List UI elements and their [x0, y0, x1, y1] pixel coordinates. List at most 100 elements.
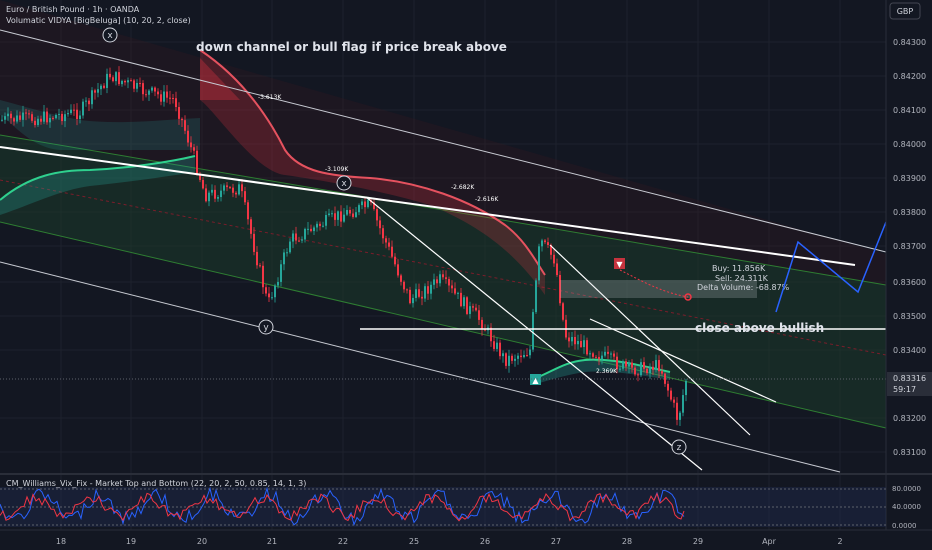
- candle-body: [109, 73, 111, 78]
- candle-body: [79, 115, 81, 120]
- wedge-line-1[interactable]: [365, 196, 703, 471]
- candle-body: [220, 190, 222, 198]
- candle-body: [670, 390, 672, 400]
- candle-body: [637, 374, 639, 376]
- time-tick-labels: 18 19 20 21 22 25 26 27 28 29 Apr 2: [56, 537, 843, 546]
- candle-body: [415, 289, 417, 298]
- candle-body: [541, 240, 543, 247]
- delta-volume-curve: [619, 269, 689, 298]
- upper-channel-shade: [0, 0, 886, 285]
- candle-body: [211, 189, 213, 193]
- candle-body: [361, 201, 363, 206]
- candle-body: [100, 85, 102, 90]
- note-down-channel[interactable]: down channel or bull flag if price break…: [196, 40, 507, 54]
- candle-body: [622, 361, 624, 369]
- candle-body: [106, 73, 108, 88]
- time-tick: 20: [197, 537, 207, 546]
- candle-body: [295, 233, 297, 241]
- candle-body: [592, 353, 594, 357]
- candle-body: [271, 297, 273, 299]
- candle-body: [673, 399, 675, 403]
- candle-body: [508, 355, 510, 366]
- candle-body: [145, 94, 147, 96]
- candle-body: [667, 383, 669, 391]
- candle-body: [187, 130, 189, 143]
- candle-body: [463, 297, 465, 307]
- candle-body: [679, 412, 681, 420]
- bear-signal-marker: [614, 258, 625, 269]
- candle-body: [529, 349, 531, 356]
- time-axis[interactable]: [0, 530, 932, 550]
- candle-body: [292, 233, 294, 242]
- candle-body: [73, 109, 75, 111]
- candle-body: [664, 373, 666, 384]
- candle-body: [586, 340, 588, 355]
- candle-body: [82, 101, 84, 116]
- candle-body: [253, 233, 255, 252]
- candle-body: [61, 113, 63, 122]
- wedge-line-2[interactable]: [549, 244, 751, 436]
- projected-path[interactable]: [775, 221, 887, 313]
- wedge-line-3[interactable]: [589, 318, 777, 403]
- price-tick: 0.83700: [893, 242, 926, 251]
- candle-body: [655, 360, 657, 370]
- price-tick: 0.84200: [893, 72, 926, 81]
- price-axis[interactable]: [886, 0, 932, 530]
- wave-y1-marker: [258, 319, 274, 335]
- candle-body: [433, 279, 435, 285]
- candle-body: [7, 113, 9, 117]
- candle-body: [553, 254, 555, 264]
- candle-body: [103, 85, 105, 88]
- candle-body: [166, 91, 168, 98]
- candle-body: [646, 368, 648, 374]
- candle-body: [19, 115, 21, 120]
- down-channel-lower-line[interactable]: [0, 261, 841, 473]
- candle-body: [388, 242, 390, 247]
- candle-body: [364, 201, 366, 208]
- candle-body: [523, 355, 525, 358]
- delta-percent-label: Delta Volume: -68.87%: [697, 283, 790, 292]
- candle-body: [226, 185, 228, 188]
- vidya-bull-line-left: [0, 155, 196, 201]
- candle-body: [472, 306, 474, 308]
- candle-body: [397, 264, 399, 276]
- candle-body: [118, 72, 120, 85]
- candle-body: [502, 353, 504, 357]
- candle-body: [634, 367, 636, 375]
- candle-body: [568, 337, 570, 342]
- candle-body: [16, 115, 18, 122]
- candle-body: [535, 280, 537, 313]
- price-tick: 0.83600: [893, 278, 926, 287]
- candle-body: [274, 285, 276, 298]
- candle-body: [373, 202, 375, 210]
- candle-body: [148, 90, 150, 95]
- candle-body: [511, 355, 513, 361]
- candle-body: [52, 117, 54, 119]
- note-close-above[interactable]: close above bullish: [695, 321, 824, 335]
- currency-button[interactable]: [889, 2, 921, 20]
- candle-body: [289, 241, 291, 253]
- candle-body: [139, 83, 141, 85]
- candle-body: [448, 279, 450, 286]
- wave-x2-marker: [336, 175, 352, 191]
- oscillator-title[interactable]: CM_Williams_Vix_Fix - Market Top and Bot…: [6, 479, 306, 488]
- candle-body: [337, 211, 339, 220]
- candle-body: [298, 240, 300, 242]
- flag-upper-trendline[interactable]: [0, 146, 856, 266]
- candle-body: [328, 213, 330, 216]
- symbol-title[interactable]: Euro / British Pound · 1h · OANDA: [6, 5, 140, 14]
- candle-body: [517, 355, 519, 359]
- candle-body: [130, 80, 132, 82]
- indicator-title[interactable]: Volumatic VIDYA [BigBeluga] (10, 20, 2, …: [6, 16, 191, 25]
- down-channel-upper-line[interactable]: [0, 29, 887, 253]
- candle-body: [382, 228, 384, 239]
- candle-body: [70, 109, 72, 114]
- candle-body: [46, 111, 48, 123]
- candle-body: [625, 361, 627, 367]
- candle-body: [43, 111, 45, 122]
- candle-body: [409, 289, 411, 304]
- oscillator-tick-80: 80.0000: [892, 485, 921, 493]
- candle-body: [352, 213, 354, 217]
- candle-body: [385, 238, 387, 243]
